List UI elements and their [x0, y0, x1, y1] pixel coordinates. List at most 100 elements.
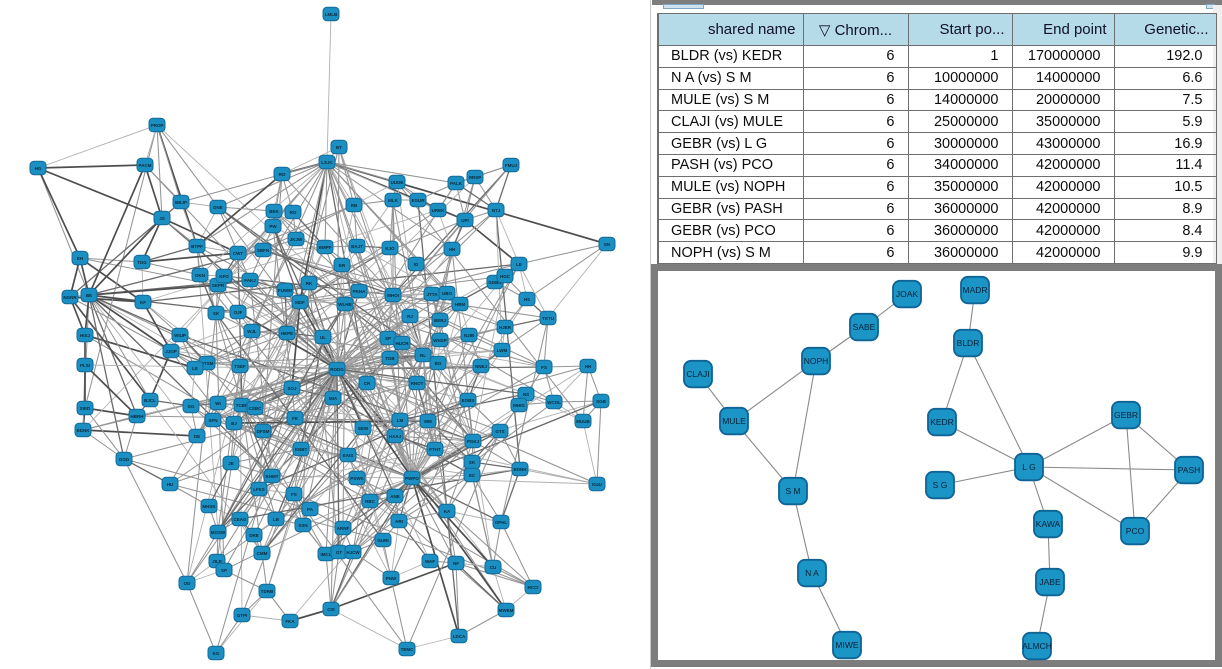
- svg-text:BO: BO: [435, 361, 442, 366]
- svg-text:OT: OT: [336, 550, 343, 555]
- svg-text:HGC: HGC: [500, 274, 511, 279]
- svg-text:WIUP: WIUP: [174, 333, 186, 338]
- svg-text:WNSP: WNSP: [433, 338, 447, 343]
- svg-text:SKPR: SKPR: [212, 283, 225, 288]
- svg-text:HBM: HBM: [455, 302, 465, 307]
- svg-text:BAJT: BAJT: [351, 244, 363, 249]
- svg-text:MM: MM: [424, 419, 432, 424]
- svg-text:KAWA: KAWA: [1036, 519, 1061, 529]
- svg-text:HU: HU: [167, 482, 174, 487]
- svg-text:SP: SP: [221, 568, 227, 573]
- svg-text:RODG: RODG: [330, 367, 344, 372]
- svg-text:WJL: WJL: [247, 329, 257, 334]
- svg-text:GURI: GURI: [377, 538, 388, 543]
- svg-text:UBO: UBO: [442, 291, 452, 296]
- svg-text:BJCL: BJCL: [144, 398, 156, 403]
- svg-text:LE: LE: [192, 366, 198, 371]
- svg-text:HJCW: HJCW: [346, 550, 360, 555]
- svg-text:LWM: LWM: [497, 348, 508, 353]
- svg-text:BT: BT: [336, 145, 342, 150]
- svg-text:HH: HH: [449, 247, 456, 252]
- svg-text:SOJ: SOJ: [287, 386, 297, 391]
- svg-text:L G: L G: [1022, 462, 1035, 472]
- svg-text:GTPI: GTPI: [237, 613, 248, 618]
- svg-text:EOBS: EOBS: [462, 398, 475, 403]
- svg-text:SP: SP: [385, 336, 391, 341]
- svg-text:UUDE: UUDE: [391, 180, 404, 185]
- svg-text:MDF: MDF: [295, 300, 305, 305]
- svg-text:HUCR: HUCR: [396, 341, 410, 346]
- svg-text:LM: LM: [397, 418, 404, 423]
- svg-text:ARI: ARI: [395, 519, 403, 524]
- svg-text:GGD: GGD: [119, 457, 130, 462]
- svg-text:BDNK: BDNK: [77, 428, 91, 433]
- svg-text:MLK: MLK: [388, 198, 398, 203]
- svg-text:DE: DE: [194, 434, 200, 439]
- svg-text:CSBC: CSBC: [249, 406, 263, 411]
- svg-text:RB: RB: [351, 203, 358, 208]
- svg-text:JS: JS: [159, 216, 165, 221]
- svg-text:DFSM: DFSM: [257, 429, 270, 434]
- svg-text:RRSP: RRSP: [469, 175, 482, 180]
- svg-text:BDNH: BDNH: [514, 467, 527, 472]
- svg-text:NOPH: NOPH: [804, 356, 829, 366]
- svg-text:JE: JE: [228, 461, 234, 466]
- svg-text:SABE: SABE: [853, 322, 876, 332]
- svg-text:WCOL: WCOL: [547, 400, 561, 405]
- svg-text:ARNF: ARNF: [337, 526, 350, 531]
- svg-text:MHSK: MHSK: [202, 504, 216, 509]
- svg-text:KG: KG: [213, 651, 220, 656]
- svg-text:MADR: MADR: [962, 285, 987, 295]
- svg-text:UPI: UPI: [461, 218, 469, 223]
- svg-text:BLDR: BLDR: [957, 338, 980, 348]
- svg-text:TDG: TDG: [137, 260, 147, 265]
- svg-text:OD: OD: [184, 581, 192, 586]
- svg-text:BBJP: BBJP: [175, 200, 187, 205]
- svg-text:PACM: PACM: [139, 163, 152, 168]
- svg-text:TCBN: TCBN: [236, 403, 249, 408]
- svg-text:WI: WI: [215, 401, 221, 406]
- svg-text:GG: GG: [187, 404, 195, 409]
- svg-text:SIED: SIED: [80, 406, 91, 411]
- svg-text:BJ: BJ: [231, 421, 237, 426]
- svg-text:TSEF: TSEF: [234, 364, 246, 369]
- svg-text:EGUR: EGUR: [411, 198, 425, 203]
- svg-text:HH: HH: [585, 364, 592, 369]
- svg-text:HS: HS: [524, 297, 530, 302]
- svg-text:ANE: ANE: [390, 494, 400, 499]
- svg-text:JABE: JABE: [1039, 577, 1061, 587]
- svg-text:IG: IG: [414, 262, 419, 267]
- svg-text:GTS: GTS: [495, 429, 504, 434]
- svg-text:WLHB: WLHB: [338, 302, 352, 307]
- svg-text:MIA: MIA: [329, 396, 338, 401]
- svg-text:LFES: LFES: [253, 487, 265, 492]
- svg-text:ALMCH: ALMCH: [1022, 641, 1052, 651]
- svg-text:SSN: SSN: [298, 523, 307, 528]
- svg-text:RK: RK: [306, 281, 313, 286]
- svg-text:SGB: SGB: [596, 399, 607, 404]
- svg-text:HJER: HJER: [499, 325, 512, 330]
- svg-text:FMUJ: FMUJ: [505, 163, 518, 168]
- svg-text:NJIB: NJIB: [464, 333, 475, 338]
- svg-text:KFO: KFO: [219, 274, 229, 279]
- svg-text:RJ: RJ: [407, 314, 413, 319]
- svg-text:OPHL: OPHL: [495, 520, 508, 525]
- svg-text:SEW: SEW: [358, 426, 369, 431]
- svg-text:CR: CR: [364, 381, 371, 386]
- svg-text:NF: NF: [453, 561, 459, 566]
- svg-text:CEAG: CEAG: [233, 517, 247, 522]
- svg-text:HAAJ: HAAJ: [389, 434, 402, 439]
- svg-text:MULE: MULE: [722, 416, 746, 426]
- svg-text:ER: ER: [339, 263, 346, 268]
- svg-text:FS: FS: [541, 365, 547, 370]
- svg-text:HEPE: HEPE: [281, 331, 293, 336]
- svg-text:N A: N A: [805, 568, 819, 578]
- svg-text:FS: FS: [291, 492, 297, 497]
- svg-text:MHIG: MHIG: [513, 403, 525, 408]
- svg-text:HBRH: HBRH: [131, 414, 144, 419]
- svg-text:PASH: PASH: [1178, 465, 1201, 475]
- svg-text:FTHT: FTHT: [429, 447, 441, 452]
- svg-text:RO: RO: [279, 172, 286, 177]
- svg-text:EAIS: EAIS: [343, 453, 354, 458]
- svg-text:CMM: CMM: [257, 551, 268, 556]
